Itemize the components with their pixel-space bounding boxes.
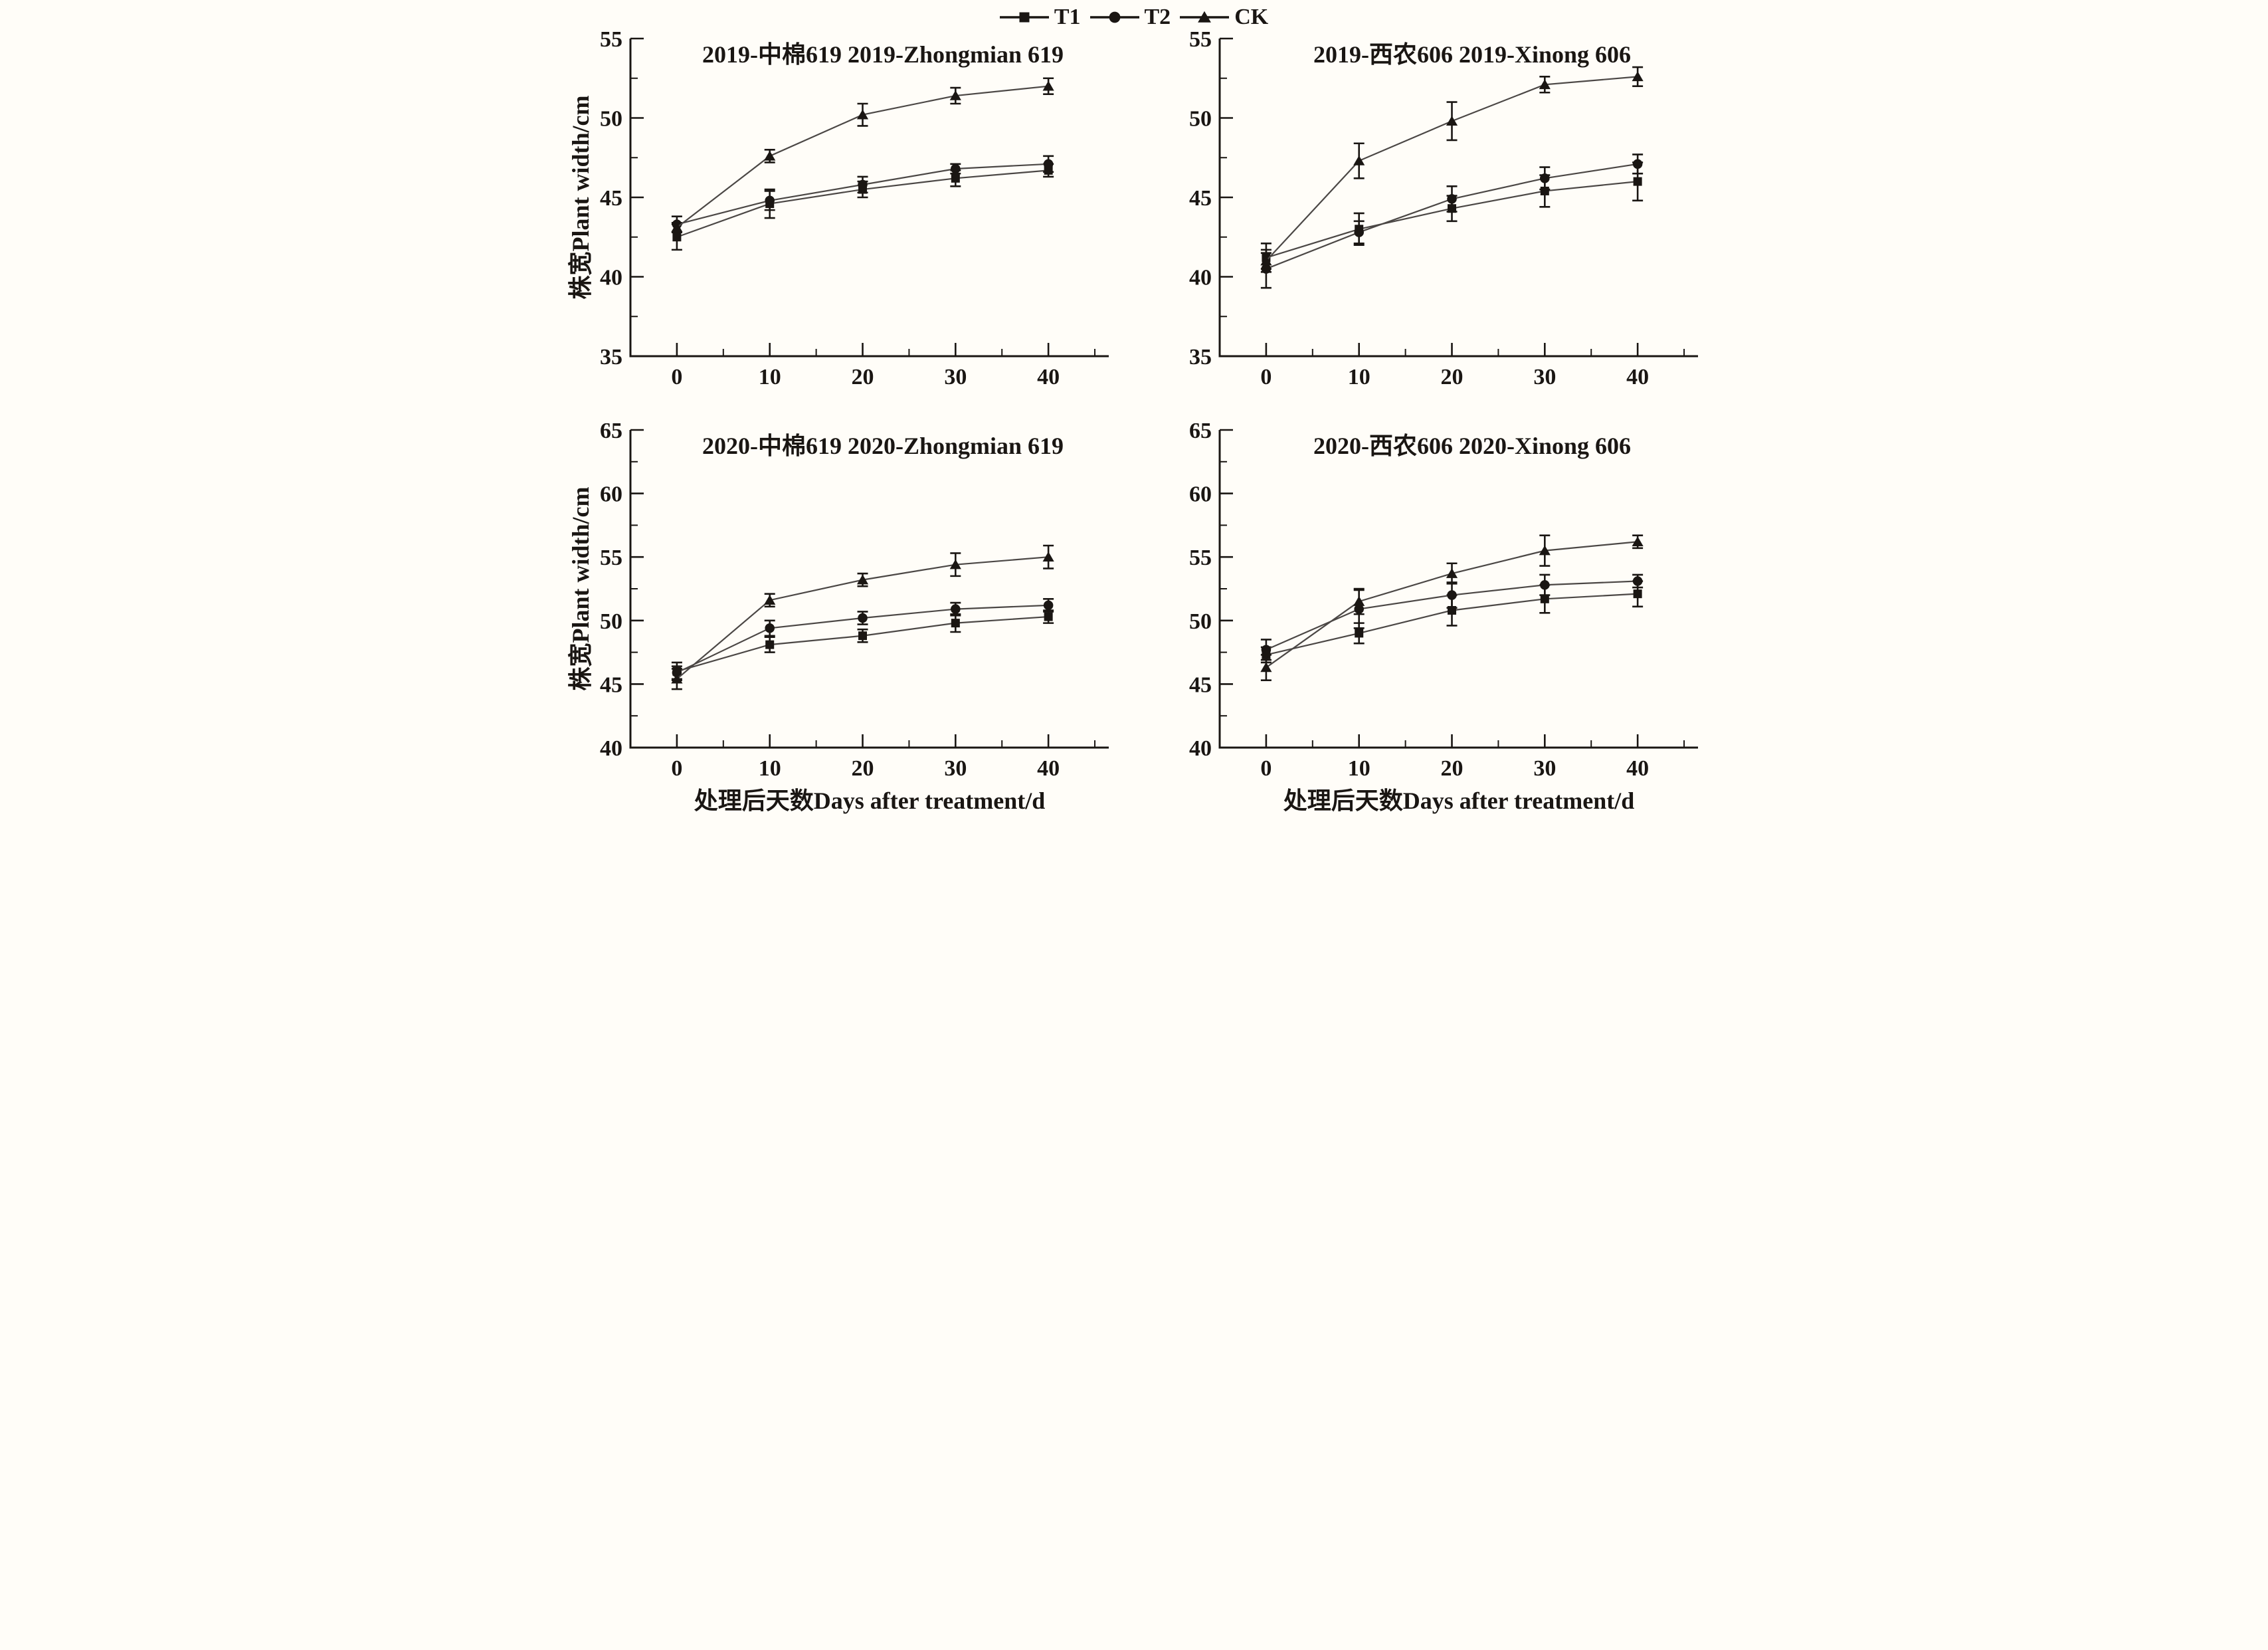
panel-2019-zhongmian-619: 35 40 45 50 55 0 10 20 30 40 2019-中棉619 2019-Zhong… bbox=[567, 27, 1134, 401]
x-tick-label: 0 bbox=[1260, 756, 1272, 781]
y-tick-label: 60 bbox=[1189, 482, 1212, 507]
x-tick-label: 10 bbox=[1347, 756, 1370, 781]
chart-2019-xinong-606: 35 40 45 50 55 0 10 20 30 40 2019-西农606 2019-Xinon… bbox=[1189, 27, 1698, 389]
y-axis: 40 45 50 55 60 65 bbox=[600, 419, 644, 761]
x-tick-label: 10 bbox=[758, 365, 781, 389]
y-tick-label: 55 bbox=[600, 546, 622, 570]
x-tick-label: 20 bbox=[1440, 756, 1463, 781]
x-tick-label: 10 bbox=[1347, 365, 1370, 389]
x-tick-label: 40 bbox=[1626, 365, 1649, 389]
panel-2020-zhongmian-619: 40 45 50 55 60 65 0 10 20 30 40 2020-中棉619 2020-Zho… bbox=[567, 419, 1134, 827]
y-axis: 35 40 45 50 55 bbox=[1189, 27, 1233, 369]
x-axis-label: 处理后天数Days after treatment/d bbox=[1283, 787, 1634, 814]
y-tick-label: 50 bbox=[600, 107, 622, 132]
y-tick-label: 50 bbox=[1189, 107, 1212, 132]
y-tick-label: 40 bbox=[600, 266, 622, 290]
panel-title: 2019-中棉619 2019-Zhongmian 619 bbox=[702, 41, 1063, 68]
x-tick-label: 20 bbox=[1440, 365, 1463, 389]
panel-grid: 35 40 45 50 55 0 10 20 30 40 2019-中棉619 2019-Zhong… bbox=[567, 27, 1701, 827]
chart-2020-xinong-606: 40 45 50 55 60 65 0 10 20 30 40 2020-西农606 2020-Xin… bbox=[1189, 419, 1698, 814]
x-tick-label: 30 bbox=[1533, 365, 1556, 389]
x-tick-label: 40 bbox=[1037, 756, 1060, 781]
x-tick-label: 30 bbox=[1533, 756, 1556, 781]
series-ck bbox=[670, 77, 1054, 233]
ck-triangle-marker-icon bbox=[1180, 11, 1230, 23]
series-t1 bbox=[671, 609, 1054, 681]
x-axis: 0 10 20 30 40 bbox=[671, 343, 1095, 389]
axis-spines bbox=[629, 39, 1109, 358]
figure-plant-width: T1 T2 CK 35 40 45 50 55 0 10 20 30 40 2019-中棉619 2… bbox=[567, 0, 1701, 827]
legend-item-t1: T1 bbox=[999, 5, 1081, 29]
y-tick-label: 45 bbox=[600, 672, 622, 697]
y-tick-label: 35 bbox=[1189, 345, 1212, 369]
y-tick-label: 55 bbox=[1189, 32, 1212, 52]
x-axis: 0 10 20 30 40 bbox=[671, 734, 1095, 781]
y-tick-label: 40 bbox=[600, 736, 622, 761]
t1-square-marker-icon bbox=[999, 12, 1049, 23]
y-tick-label: 65 bbox=[1189, 423, 1212, 443]
y-tick-label: 40 bbox=[1189, 736, 1212, 761]
y-tick-label: 50 bbox=[600, 609, 622, 634]
series-ck bbox=[1260, 534, 1644, 681]
y-axis-label: 株宽Plant width/cm bbox=[567, 95, 594, 299]
x-tick-label: 40 bbox=[1626, 756, 1649, 781]
panel-2019-xinong-606: 35 40 45 50 55 0 10 20 30 40 2019-西农606 2019-Xinon… bbox=[1134, 27, 1701, 401]
series-t1 bbox=[1260, 161, 1643, 273]
legend-label-ck: CK bbox=[1234, 5, 1269, 29]
chart-legend: T1 T2 CK bbox=[567, 3, 1701, 32]
panel-title: 2019-西农606 2019-Xinong 606 bbox=[1313, 41, 1630, 68]
legend-item-ck: CK bbox=[1180, 6, 1268, 29]
y-axis: 35 40 45 50 55 bbox=[600, 27, 644, 369]
chart-2020-zhongmian-619: 40 45 50 55 60 65 0 10 20 30 40 2020-中棉619 2020-Zho… bbox=[567, 419, 1109, 814]
x-axis: 0 10 20 30 40 bbox=[1260, 734, 1685, 781]
t2-circle-marker-icon bbox=[1089, 11, 1139, 23]
x-tick-label: 40 bbox=[1037, 365, 1060, 389]
panel-title: 2020-中棉619 2020-Zhongmian 619 bbox=[702, 433, 1063, 459]
x-tick-label: 20 bbox=[851, 756, 874, 781]
x-tick-label: 20 bbox=[851, 365, 874, 389]
chart-2019-zhongmian-619: 35 40 45 50 55 0 10 20 30 40 2019-中棉619 2019-Zhong… bbox=[567, 27, 1109, 389]
x-axis-label: 处理后天数Days after treatment/d bbox=[694, 787, 1045, 814]
legend-item-t2: T2 bbox=[1089, 5, 1171, 29]
legend-label-t1: T1 bbox=[1054, 5, 1081, 29]
y-axis-label: 株宽Plant width/cm bbox=[567, 486, 594, 690]
legend-label-t2: T2 bbox=[1144, 5, 1171, 29]
axis-spines bbox=[1218, 430, 1698, 749]
y-tick-label: 45 bbox=[1189, 672, 1212, 697]
y-tick-label: 40 bbox=[1189, 266, 1212, 290]
y-tick-label: 55 bbox=[600, 32, 622, 52]
y-tick-label: 60 bbox=[600, 482, 622, 507]
series-ck bbox=[1260, 66, 1644, 270]
y-tick-label: 50 bbox=[1189, 609, 1212, 634]
y-tick-label: 35 bbox=[600, 345, 622, 369]
series-ck bbox=[670, 544, 1054, 690]
y-axis: 40 45 50 55 60 65 bbox=[1189, 419, 1233, 761]
x-axis: 0 10 20 30 40 bbox=[1260, 343, 1685, 389]
x-tick-label: 0 bbox=[1260, 365, 1272, 389]
y-tick-label: 65 bbox=[600, 423, 622, 443]
x-tick-label: 10 bbox=[758, 756, 781, 781]
y-tick-label: 55 bbox=[1189, 546, 1212, 570]
axis-spines bbox=[629, 430, 1109, 749]
y-tick-label: 45 bbox=[600, 186, 622, 211]
panel-2020-xinong-606: 40 45 50 55 60 65 0 10 20 30 40 2020-西农606 2020-Xin… bbox=[1134, 419, 1701, 827]
x-tick-label: 0 bbox=[671, 365, 682, 389]
x-tick-label: 30 bbox=[944, 365, 967, 389]
panel-title: 2020-西农606 2020-Xinong 606 bbox=[1313, 433, 1630, 459]
x-tick-label: 0 bbox=[671, 756, 682, 781]
y-tick-label: 45 bbox=[1189, 186, 1212, 211]
x-tick-label: 30 bbox=[944, 756, 967, 781]
